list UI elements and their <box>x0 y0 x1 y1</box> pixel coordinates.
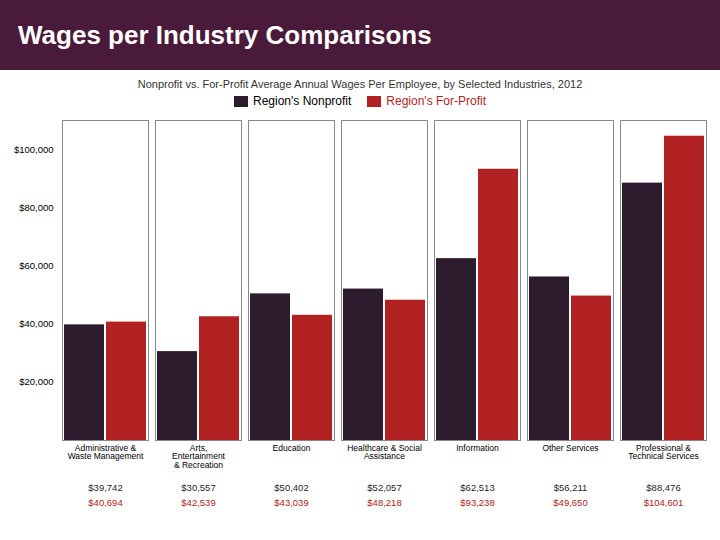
svg-text:$20,000: $20,000 <box>19 376 53 387</box>
svg-text:Healthcare & SocialAssistance: Healthcare & SocialAssistance <box>347 443 422 462</box>
html-text:Region's For-Profit: Region's For-Profit <box>386 94 486 108</box>
svg-text:$52,057: $52,057 <box>367 482 401 493</box>
svg-text:$62,513: $62,513 <box>460 482 494 493</box>
svg-text:Education: Education <box>273 443 311 453</box>
svg-text:$100,000: $100,000 <box>14 144 54 155</box>
svg-text:Professional &Technical Servic: Professional &Technical Services <box>628 443 698 462</box>
svg-text:$40,694: $40,694 <box>88 497 122 508</box>
svg-text:$93,238: $93,238 <box>460 497 494 508</box>
html-text:Nonprofit vs. For-Profit Avera: Nonprofit vs. For-Profit Average Annual … <box>137 78 583 90</box>
svg-text:$60,000: $60,000 <box>19 260 53 271</box>
svg-text:$30,557: $30,557 <box>181 482 215 493</box>
svg-text:$88,476: $88,476 <box>646 482 680 493</box>
svg-text:$56,211: $56,211 <box>554 482 588 493</box>
svg-text:Arts,Entertainment& Recreation: Arts,Entertainment& Recreation <box>172 443 226 470</box>
svg-text:$49,650: $49,650 <box>553 497 587 508</box>
svg-text:$48,218: $48,218 <box>367 497 401 508</box>
svg-text:$104,601: $104,601 <box>644 497 684 508</box>
svg-text:Administrative &Waste Manageme: Administrative &Waste Management <box>68 443 144 462</box>
svg-text:$50,402: $50,402 <box>274 482 308 493</box>
svg-text:$80,000: $80,000 <box>19 202 53 213</box>
html-text:Wages per Industry Comparisons: Wages per Industry Comparisons <box>18 20 432 50</box>
html-text:Region's Nonprofit: Region's Nonprofit <box>253 94 352 108</box>
svg-text:$39,742: $39,742 <box>88 482 122 493</box>
svg-text:Other Services: Other Services <box>542 443 598 453</box>
svg-text:$42,539: $42,539 <box>181 497 215 508</box>
svg-text:Information: Information <box>456 443 499 453</box>
svg-text:$43,039: $43,039 <box>274 497 308 508</box>
svg-text:$40,000: $40,000 <box>19 318 53 329</box>
